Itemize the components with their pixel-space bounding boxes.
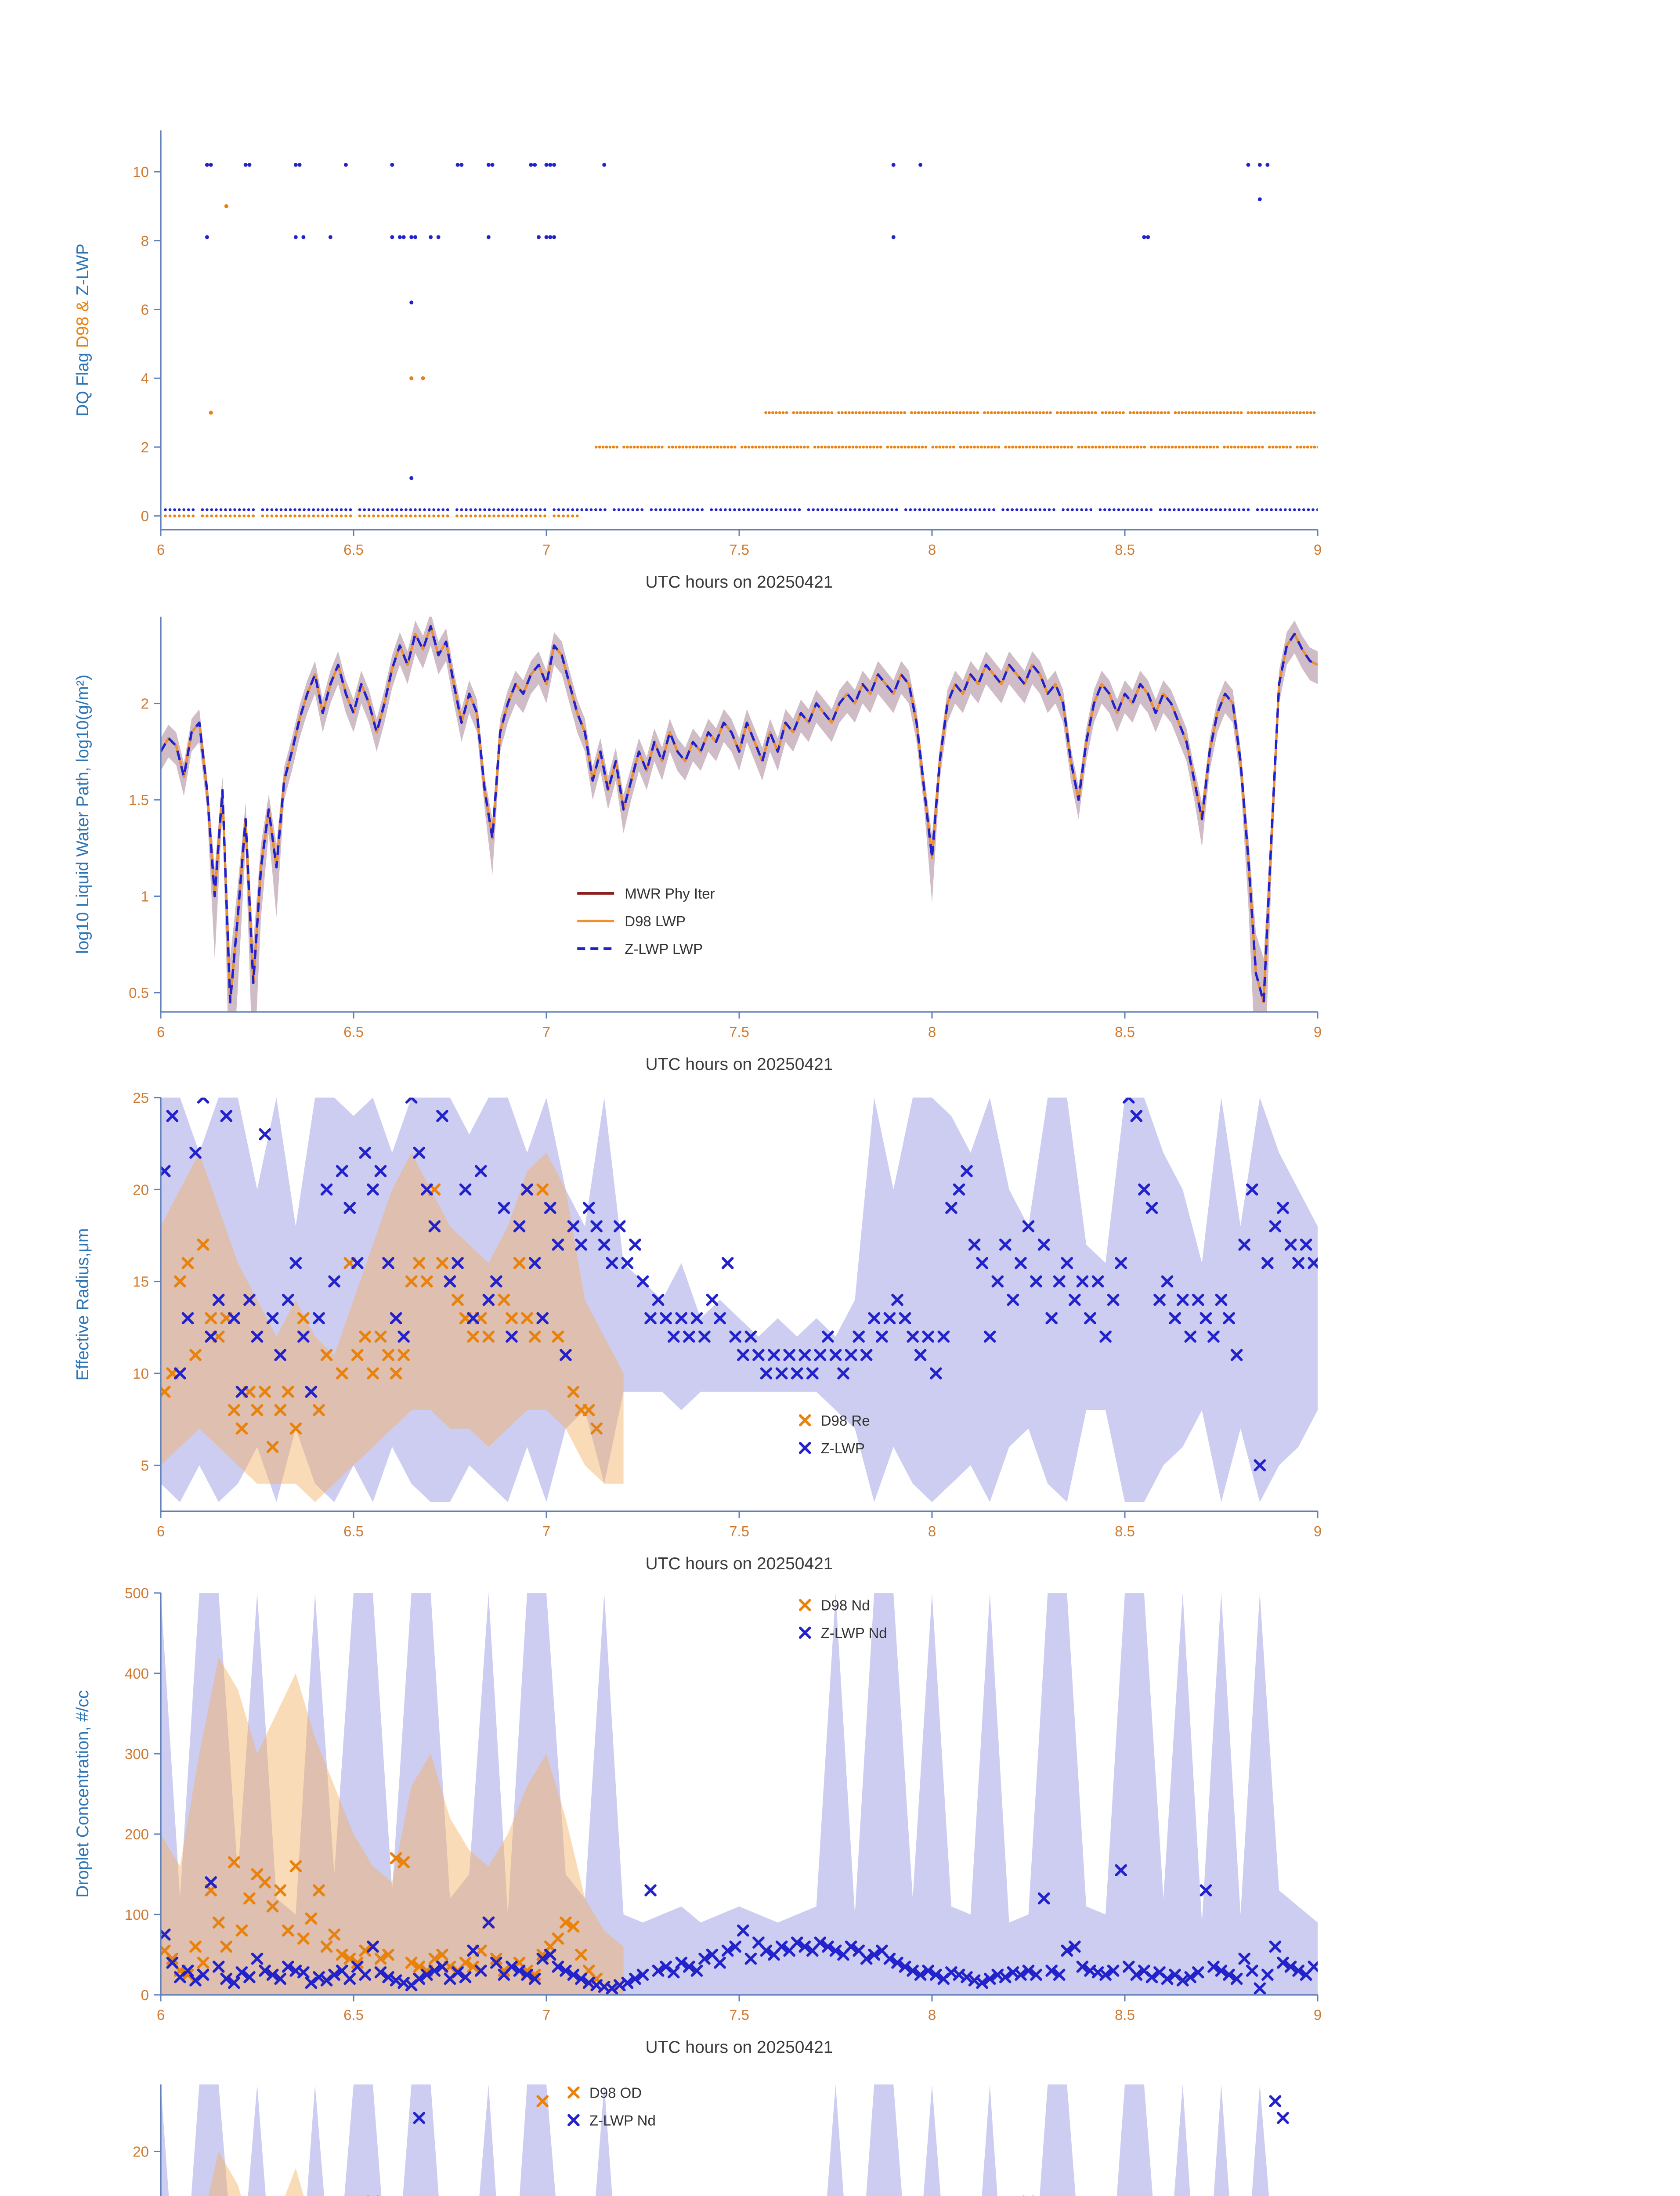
svg-text:0: 0 [141,508,149,524]
svg-text:log10 Liquid Water Path, log10: log10 Liquid Water Path, log10(g/m²) [73,675,92,954]
svg-text:MWR Phy Iter: MWR Phy Iter [625,885,715,902]
svg-text:7: 7 [542,1024,550,1040]
svg-text:7: 7 [542,542,550,558]
svg-text:100: 100 [125,1907,149,1923]
svg-text:UTC hours on 20250421: UTC hours on 20250421 [645,1055,833,1074]
svg-text:6.5: 6.5 [343,1523,364,1539]
svg-text:Z-LWP Nd: Z-LWP Nd [821,1625,887,1641]
svg-text:8.5: 8.5 [1115,2007,1135,2023]
svg-text:4: 4 [141,370,149,386]
svg-text:6: 6 [157,1523,165,1539]
svg-text:7.5: 7.5 [729,2007,749,2023]
panel-liquid-water-path: 6 6.5 7 7.5 8 8.5 9 0.5 1 1.5 2 UTC hours on 202504… [73,617,1322,1074]
svg-text:6.5: 6.5 [343,542,364,558]
svg-text:D98 LWP: D98 LWP [625,913,686,929]
svg-text:UTC hours on 20250421: UTC hours on 20250421 [645,573,833,592]
svg-text:6: 6 [157,1024,165,1040]
svg-text:0: 0 [141,1987,149,2003]
svg-text:1.5: 1.5 [129,792,149,808]
svg-text:D98 Nd: D98 Nd [821,1597,870,1613]
svg-text:Z-LWP: Z-LWP [821,1440,865,1456]
svg-text:8: 8 [141,233,149,249]
svg-text:2: 2 [141,696,149,712]
panel-droplet-concentration: 6 6.5 7 7.5 8 8.5 9 0 100 200 300 400 500 UTC hours o… [73,1585,1322,2057]
svg-text:400: 400 [125,1665,149,1682]
svg-text:20: 20 [133,1181,149,1198]
svg-text:UTC hours on 20250421: UTC hours on 20250421 [645,1554,833,1573]
svg-text:8.5: 8.5 [1115,542,1135,558]
svg-text:8: 8 [928,2007,936,2023]
svg-text:8: 8 [928,1523,936,1539]
panel-optical-depth: 66.577.588.5905101520UTC hours on 202504… [133,2084,1289,2196]
svg-text:Effective Radius,μm: Effective Radius,μm [73,1228,92,1381]
svg-text:7.5: 7.5 [729,1024,749,1040]
svg-text:300: 300 [125,1746,149,1762]
svg-text:20: 20 [133,2144,149,2160]
svg-text:7: 7 [542,1523,550,1539]
svg-text:9: 9 [1314,2007,1322,2023]
svg-text:6.5: 6.5 [343,1024,364,1040]
svg-text:8: 8 [928,1024,936,1040]
svg-text:2: 2 [141,439,149,455]
svg-text:500: 500 [125,1585,149,1601]
svg-text:9: 9 [1314,1523,1322,1539]
svg-text:6: 6 [157,542,165,558]
panel-effective-radius: 6 6.5 7 7.5 8 8.5 9 5 10 15 20 25 UTC hours on 20250… [73,1090,1322,1573]
svg-text:Z-LWP Nd: Z-LWP Nd [589,2112,656,2128]
svg-text:200: 200 [125,1826,149,1842]
svg-text:Z-LWP LWP: Z-LWP LWP [625,941,703,957]
svg-text:10: 10 [133,1365,149,1382]
panel-dq-flag: 6 6.5 7 7.5 8 8.5 9 0 2 4 6 8 10 UTC hours on 2025042… [73,130,1322,592]
svg-text:D98 OD: D98 OD [589,2084,642,2101]
svg-text:7.5: 7.5 [729,542,749,558]
svg-text:7.5: 7.5 [729,1523,749,1539]
svg-text:6: 6 [141,301,149,318]
svg-text:5: 5 [141,1457,149,1474]
svg-text:9: 9 [1314,1024,1322,1040]
svg-text:1: 1 [141,889,149,905]
svg-text:D98 Re: D98 Re [821,1412,870,1429]
svg-text:Droplet Concentration, #/cc: Droplet Concentration, #/cc [73,1690,92,1898]
svg-text:UTC hours on 20250421: UTC hours on 20250421 [645,2038,833,2057]
svg-text:6.5: 6.5 [343,2007,364,2023]
svg-text:7: 7 [542,2007,550,2023]
svg-text:0.5: 0.5 [129,985,149,1001]
svg-text:6: 6 [157,2007,165,2023]
svg-text:DQ Flag D98 & Z-LWP: DQ Flag D98 & Z-LWP [73,244,92,417]
svg-text:25: 25 [133,1090,149,1106]
svg-text:10: 10 [133,164,149,180]
svg-text:9: 9 [1314,542,1322,558]
svg-text:15: 15 [133,1274,149,1290]
svg-text:8.5: 8.5 [1115,1523,1135,1539]
svg-text:8: 8 [928,542,936,558]
svg-text:8.5: 8.5 [1115,1024,1135,1040]
